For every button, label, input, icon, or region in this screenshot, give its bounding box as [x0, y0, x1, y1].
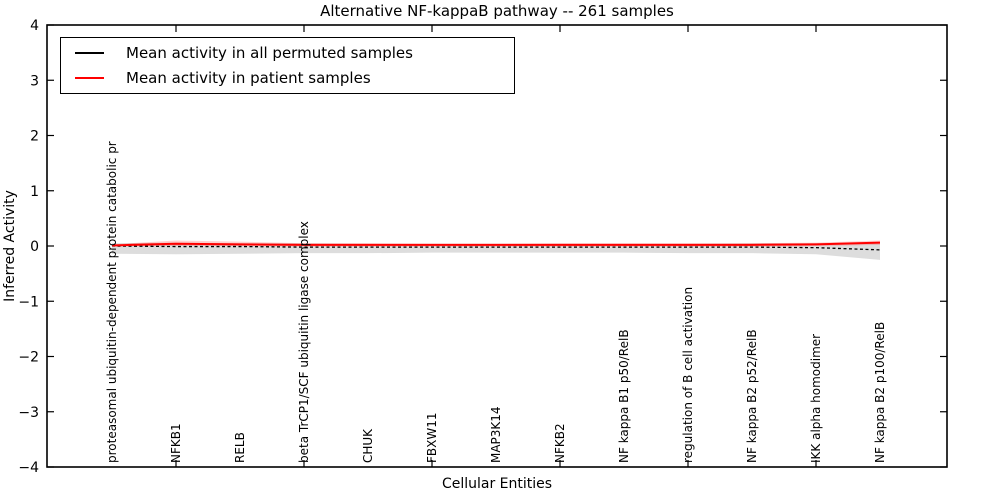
x-category-label: CHUK	[361, 428, 375, 463]
x-category-label: MAP3K14	[489, 406, 503, 463]
permuted-line-swatch	[75, 51, 104, 54]
y-tick-label: 0	[30, 239, 39, 255]
x-category-label: RELB	[233, 432, 247, 463]
y-tick-label: 1	[30, 184, 39, 200]
legend-row-permuted: Mean activity in all permuted samples	[75, 40, 500, 66]
y-tick-label: −4	[18, 460, 39, 476]
x-category-label: IKK alpha homodimer	[809, 334, 823, 463]
y-tick-label: −3	[18, 405, 39, 421]
permuted-mean-line	[111, 245, 881, 251]
legend-label-patient: Mean activity in patient samples	[126, 69, 371, 88]
y-tick-label: 4	[30, 18, 39, 34]
y-tick-label: 3	[30, 73, 39, 89]
x-category-label: NF kappa B2 p52/RelB	[745, 329, 759, 463]
x-category-label: NFKB2	[553, 423, 567, 463]
y-tick-label: 2	[30, 129, 39, 145]
x-category-label: NFKB1	[169, 423, 183, 463]
y-tick-label: −1	[18, 294, 39, 310]
x-axis-label: Cellular Entities	[441, 476, 553, 492]
patient-line-swatch	[75, 77, 104, 80]
permuted-confidence-band	[112, 242, 880, 260]
x-category-label: proteasomal ubiquitin-dependent protein …	[105, 141, 119, 463]
x-category-label: FBXW11	[425, 413, 439, 464]
x-category-label: NF kappa B2 p100/RelB	[873, 322, 887, 463]
legend: Mean activity in all permuted samples Me…	[60, 37, 515, 94]
patient-mean-line	[111, 241, 881, 247]
y-tick-label: −2	[18, 350, 39, 366]
legend-label-permuted: Mean activity in all permuted samples	[126, 43, 413, 62]
legend-row-patient: Mean activity in patient samples	[75, 66, 500, 92]
x-category-label: regulation of B cell activation	[681, 287, 695, 463]
x-category-label: NF kappa B1 p50/RelB	[617, 329, 631, 463]
chart-title: Alternative NF-kappaB pathway -- 261 sam…	[320, 2, 674, 20]
y-axis-label: Inferred Activity	[2, 190, 18, 302]
x-category-label: beta TrCP1/SCF ubiquitin ligase complex	[297, 221, 311, 463]
